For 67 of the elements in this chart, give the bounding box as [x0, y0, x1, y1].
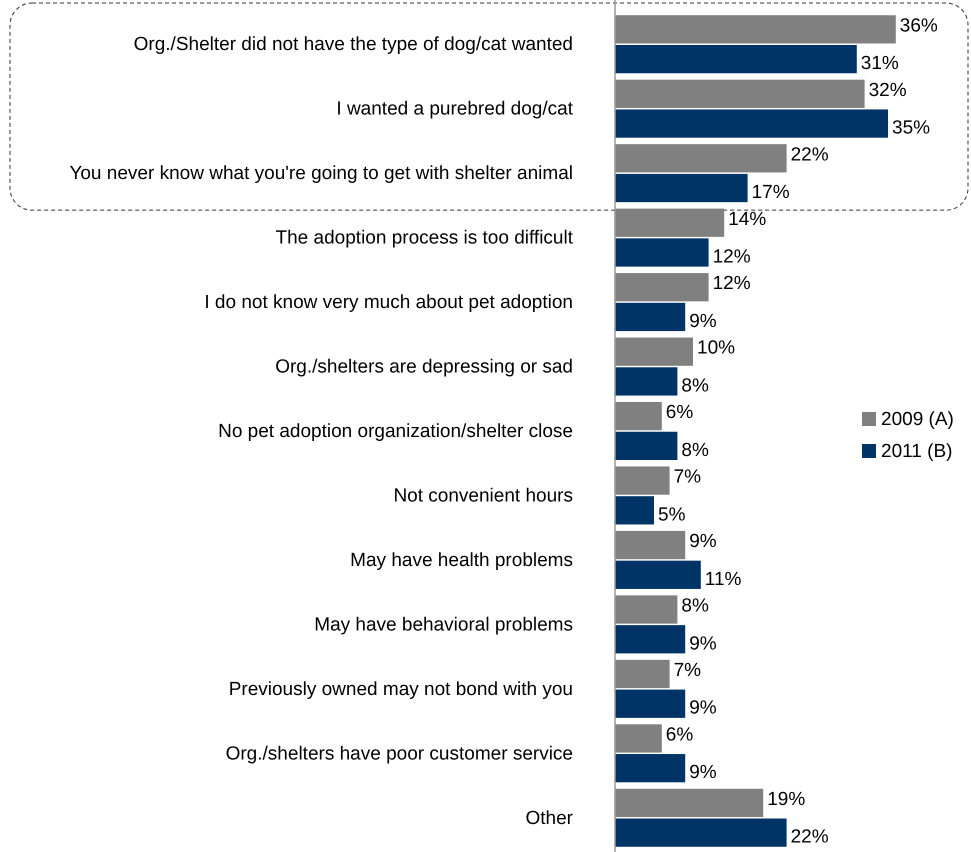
bar [615, 338, 693, 366]
data-label: 6% [666, 402, 694, 424]
data-label: 22% [790, 144, 829, 166]
data-label: 11% [704, 568, 742, 590]
data-label: 19% [767, 788, 806, 810]
bar [615, 80, 865, 108]
bar [615, 432, 678, 460]
bar [615, 273, 709, 302]
data-label: 9% [689, 310, 717, 332]
y-tick-label: You never know what you're going to get with shelter animal [69, 163, 573, 184]
y-tick-label: I wanted a purebred dog/cat [336, 98, 574, 120]
data-label: 22% [790, 826, 829, 848]
y-tick-label: Org./shelters are depressing or sad [275, 356, 573, 378]
data-label: 9% [689, 633, 717, 654]
data-label: 8% [681, 375, 709, 396]
y-tick-label: Previously owned may not bond with you [228, 678, 573, 700]
bar [615, 466, 670, 495]
data-label: 9% [689, 762, 717, 784]
y-tick-label: I do not know very much about pet adoption [204, 292, 573, 314]
data-label: 8% [681, 440, 709, 461]
bar [615, 496, 654, 524]
data-label: 9% [689, 531, 717, 552]
data-label: 12% [712, 273, 751, 294]
y-tick-label: May have health problems [350, 550, 573, 571]
y-tick-label: Org./Shelter did not have the type of dog/cat wanted [134, 34, 573, 56]
data-label: 35% [892, 118, 930, 139]
bar [615, 402, 662, 430]
bar [615, 595, 678, 624]
y-tick-label: Other [525, 808, 574, 829]
data-label: 12% [712, 246, 751, 268]
bar [615, 560, 701, 589]
data-label: 7% [674, 466, 702, 488]
data-label: 14% [728, 208, 766, 230]
bar [615, 625, 686, 654]
bar [615, 15, 896, 44]
legend-label: 2011 (B) [881, 441, 952, 462]
y-tick-label: The adoption process is too difficult [276, 228, 574, 249]
bar [615, 754, 686, 782]
y-tick-label: Not convenient hours [393, 485, 573, 506]
y-tick-label: May have behavioral problems [314, 614, 573, 636]
data-label: 17% [752, 182, 790, 204]
bar [615, 724, 662, 753]
legend-label: 2009 (A) [881, 409, 954, 430]
data-label: 32% [868, 80, 907, 101]
data-label: 9% [689, 698, 717, 719]
data-label: 6% [666, 724, 694, 746]
bar [615, 818, 787, 847]
bar [615, 660, 670, 688]
data-label: 10% [697, 338, 736, 359]
bar [615, 788, 764, 818]
bar [615, 302, 686, 332]
bar [615, 690, 686, 718]
bar [615, 144, 787, 172]
bar [615, 367, 678, 396]
data-label: 8% [681, 596, 709, 617]
bar [615, 238, 709, 267]
y-tick-label: No pet adoption organization/shelter close [218, 421, 573, 442]
data-label: 36% [900, 15, 938, 36]
bar [615, 208, 724, 237]
data-label: 5% [658, 504, 686, 526]
data-label: 7% [674, 660, 702, 681]
bar [615, 44, 857, 74]
bar [615, 174, 748, 202]
bar [615, 109, 888, 138]
data-label: 31% [860, 53, 899, 74]
bar [615, 530, 686, 560]
y-tick-label: Org./shelters have poor customer service [226, 743, 573, 764]
